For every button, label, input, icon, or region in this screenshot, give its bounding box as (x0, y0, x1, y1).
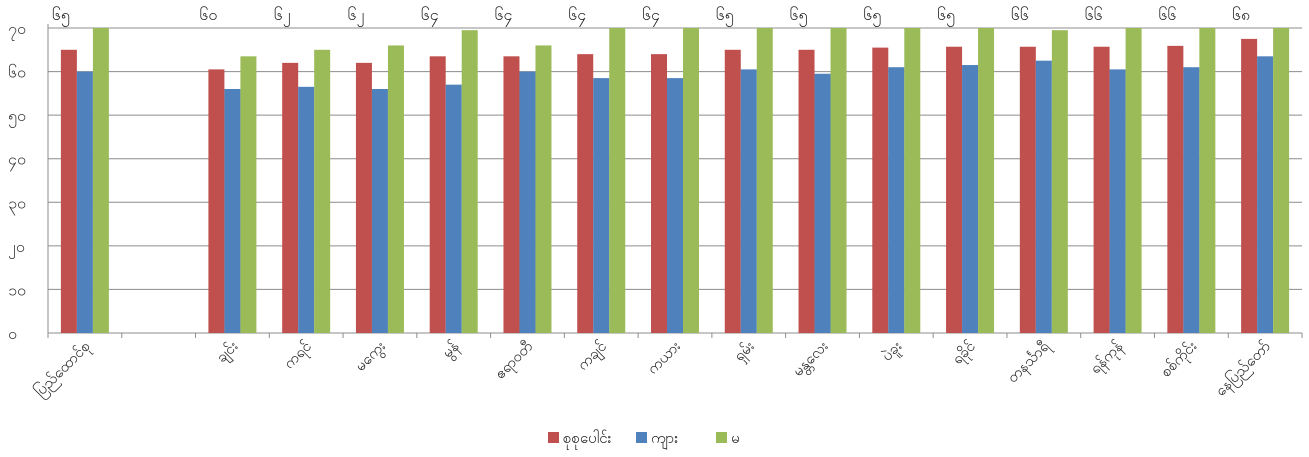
category-label: မွန် (438, 337, 464, 363)
bar (461, 30, 478, 334)
bar (609, 28, 626, 333)
legend-swatch (636, 432, 647, 443)
bar (535, 45, 552, 334)
bar (429, 56, 446, 333)
bars (60, 28, 1290, 334)
y-tick-label: ၁၀ (8, 280, 26, 299)
bar (503, 56, 520, 333)
bar (798, 49, 815, 334)
data-label: ၆၅ (863, 5, 881, 27)
bar (355, 62, 372, 333)
bar (445, 84, 462, 334)
y-tick-label: ၄၀ (8, 150, 26, 172)
bar (1241, 38, 1258, 334)
data-label: ၆၄ (568, 5, 586, 27)
y-tick-label: ၆၀ (8, 63, 26, 82)
category-label: ကချင် (573, 337, 612, 376)
x-axis: ပြည်ထောင်စု ချင်း ကရင် မကွေး မွန် ဧရာဝတီ ကချင်… (30, 333, 1303, 402)
legend-label: မ (731, 429, 740, 447)
bar (667, 78, 683, 333)
data-label: ၆၄ (421, 5, 439, 27)
bar (387, 45, 404, 334)
bar (962, 65, 979, 334)
bar (240, 56, 257, 333)
bar (814, 73, 831, 333)
bar (519, 71, 536, 334)
bar (1199, 28, 1216, 333)
bar (76, 71, 93, 334)
bar (577, 54, 594, 334)
category-label: နေပြည်တော် (1211, 336, 1276, 401)
data-label: ၆၂ (348, 5, 365, 27)
legend: စုစုပေါင်း ကျား မ (548, 429, 740, 450)
bar (724, 49, 741, 334)
data-label: ၆၅ (937, 5, 955, 27)
bar (830, 28, 847, 333)
data-label: ၆၆ (1011, 5, 1029, 24)
category-label: ကရင် (280, 337, 317, 374)
category-label: တနင်္သာရီ (1003, 336, 1055, 388)
bar (298, 86, 315, 333)
bar (1257, 56, 1274, 333)
bar (224, 89, 241, 333)
legend-label: စုစုပေါင်း (563, 429, 611, 450)
bar (1109, 69, 1126, 334)
y-tick-label: ၇၀ (8, 19, 26, 41)
category-label: ရန်ကုန် (1086, 337, 1128, 379)
y-tick-label: ၂၀ (8, 237, 25, 259)
bar (314, 49, 331, 334)
bar (1183, 67, 1200, 333)
data-label: ၆၈ (1232, 5, 1250, 24)
bar (593, 78, 610, 333)
category-label: စစ်ကိုင်း (1157, 337, 1203, 383)
data-label: ၆၀ (199, 5, 217, 24)
legend-label: ကျား (651, 429, 678, 450)
y-tick-label: ၅၀ (8, 106, 26, 128)
bar (282, 62, 299, 333)
category-label: မကွေး (351, 337, 391, 377)
bar (1125, 28, 1142, 333)
bar (946, 46, 963, 333)
bar (872, 47, 889, 333)
data-label: ၆၂ (274, 5, 291, 27)
category-label: ပြည်ထောင်စု (30, 336, 96, 402)
bar (1035, 60, 1052, 334)
bar (1093, 46, 1110, 333)
bar (651, 54, 667, 334)
data-label: ၆၅ (52, 5, 70, 27)
y-tick-label: ၀ (8, 324, 17, 343)
bar (1273, 28, 1290, 333)
category-label: ကယား (643, 337, 684, 378)
bar (60, 49, 77, 334)
bar (371, 89, 388, 333)
bar (1167, 45, 1184, 333)
legend-swatch (548, 432, 559, 443)
bar (208, 69, 225, 334)
legend-swatch (716, 432, 727, 443)
data-labels: ၆၅ ၆၀ ၆၂ ၆၂ ၆၄ ၆၄ ၆၄ ၆၄ ၆၅ ၆၅ ၆၅ ၆၅ ၆၆ ၆၆ ၆၆ ၆၈ (52, 5, 1250, 27)
category-label: ရခိုင် (948, 337, 981, 370)
bar (904, 28, 921, 333)
bar (1019, 46, 1036, 333)
data-label: ၆၅ (716, 5, 734, 27)
bar (683, 28, 699, 333)
data-label: ၆၄ (642, 5, 660, 27)
bar (888, 67, 905, 333)
y-tick-label: ၃၀ (8, 193, 26, 215)
data-label: ၆၆ (1085, 5, 1103, 24)
bar (1051, 30, 1068, 334)
bar (978, 28, 995, 333)
bar (756, 28, 773, 333)
category-label: ချင်း (212, 337, 243, 368)
data-label: ၆၅ (790, 5, 808, 27)
category-label: ရှမ်း (730, 337, 760, 367)
bar (92, 28, 109, 333)
category-label: ဧရာဝတီ (491, 337, 539, 385)
category-label: ပဲခူး (878, 337, 908, 367)
bar (740, 69, 757, 334)
data-label: ၆၄ (494, 5, 512, 27)
data-label: ၆၆ (1158, 5, 1176, 24)
category-label: မန္တလေး (789, 337, 834, 382)
